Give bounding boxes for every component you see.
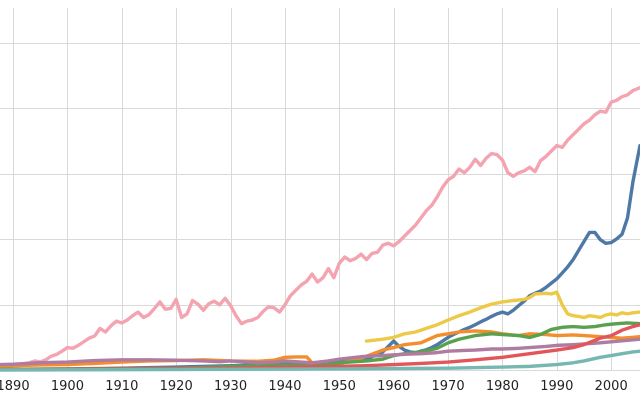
- x-tick-label: 1930: [214, 379, 247, 394]
- x-tick-label: 1890: [0, 379, 30, 394]
- x-tick-label: 1970: [432, 379, 465, 394]
- x-tick-label: 1920: [160, 379, 193, 394]
- series-line-6: [0, 337, 640, 367]
- x-tick-label: 1910: [105, 379, 138, 394]
- series-line-5: [0, 321, 640, 371]
- x-tick-label: 1980: [486, 379, 519, 394]
- series-layer: [0, 85, 640, 372]
- series-line-3: [364, 290, 640, 343]
- series-line-1: [0, 85, 640, 369]
- x-tick-label: 1990: [540, 379, 573, 394]
- gridlines: [0, 8, 640, 371]
- x-tick-label: 1940: [268, 379, 301, 394]
- x-tick-label: 2000: [595, 379, 628, 394]
- x-tick-label: 1960: [377, 379, 410, 394]
- x-tick-label: 1950: [323, 379, 356, 394]
- x-axis-ticks: 1890 1900 1910 1920 1930 1940 1950 1960 1970 1980…: [0, 379, 628, 394]
- series-line-8: [0, 349, 640, 372]
- x-tick-label: 1900: [51, 379, 84, 394]
- series-line-2: [0, 143, 640, 371]
